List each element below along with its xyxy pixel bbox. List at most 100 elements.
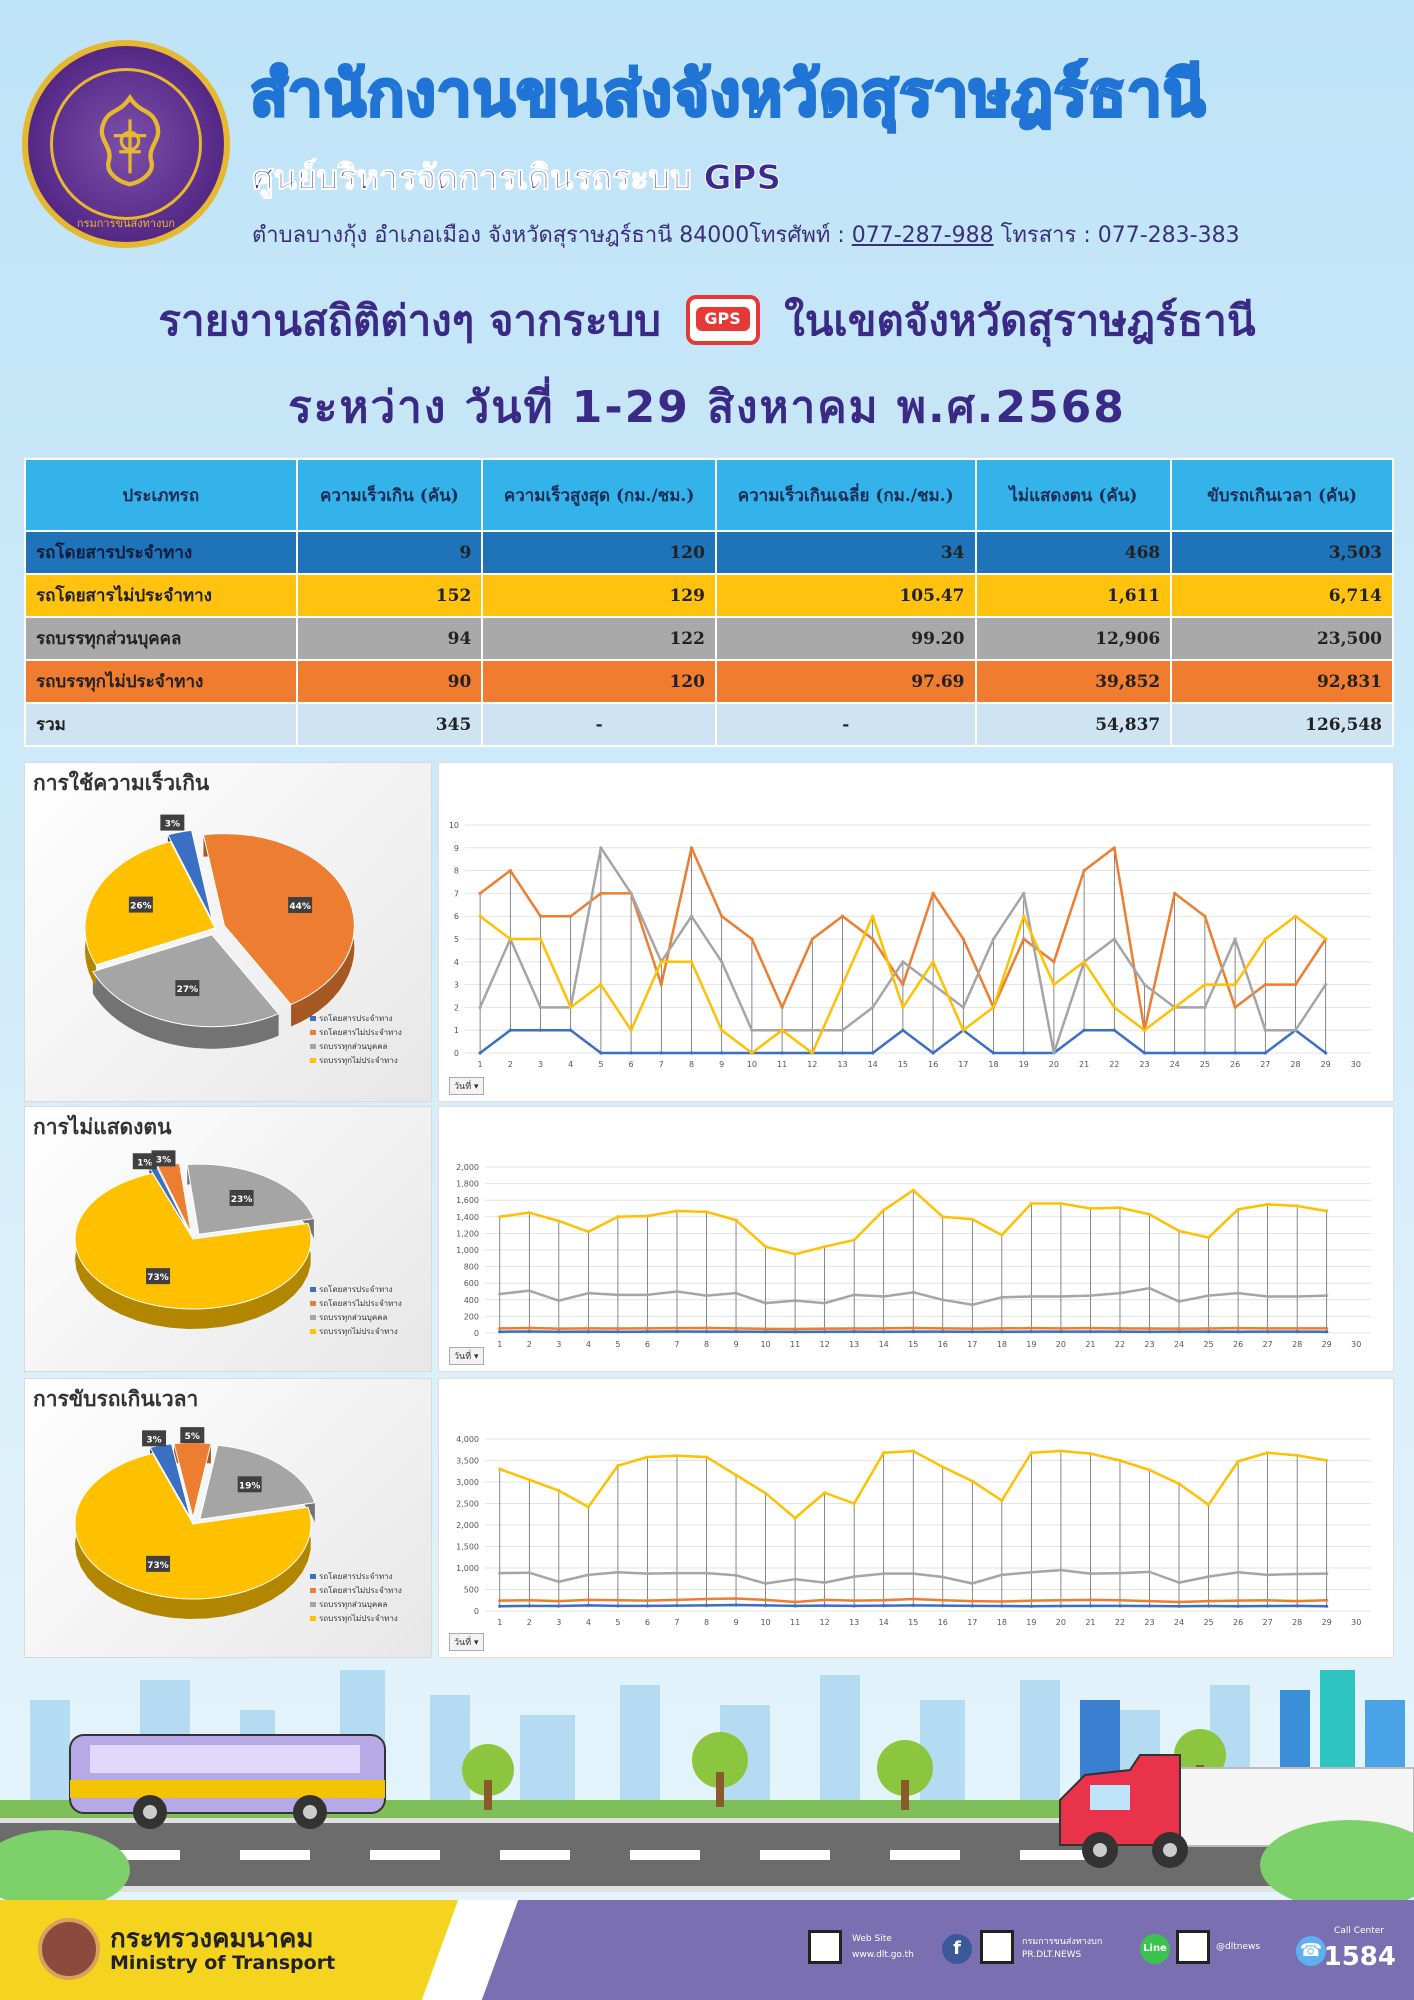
data-point [586,1291,590,1295]
data-point [1147,1604,1152,1608]
data-point [1112,937,1116,941]
phone-icon: ☎ [1296,1936,1326,1966]
data-point [659,1051,663,1055]
data-point [645,1455,650,1459]
data-point [1203,914,1207,918]
x-tick-label: 16 [938,1340,948,1349]
data-point [1059,1604,1063,1608]
data-point [941,1330,945,1334]
data-point [1236,1459,1240,1463]
pie-chart-unidentified: 1% 3% 23% 73% รถโดยสารประจำทางรถโดยสารไม่ประ… [74,1150,402,1336]
data-point [1177,1229,1181,1233]
y-tick-label: 1,800 [456,1180,479,1189]
bus-icon [69,1734,386,1829]
data-point [852,1293,856,1297]
data-point [1029,1326,1033,1330]
facebook-icon[interactable]: f [942,1934,972,1964]
data-point [1000,1330,1004,1334]
data-point [763,1327,768,1331]
header: กรมการขนส่งทางบก สำนักงานขนส่งจังหวัดสุร… [0,0,1414,250]
data-point [498,1599,502,1603]
x-tick-label: 17 [967,1340,977,1349]
data-point [1173,891,1177,895]
data-point [645,1214,650,1218]
y-tick-label: 2,000 [456,1163,479,1172]
x-tick-label: 9 [733,1340,738,1349]
data-point [1206,1575,1211,1579]
data-point [911,1329,915,1334]
data-point [498,1326,502,1331]
data-point [780,1051,784,1055]
table-cell: 94 [295,616,484,661]
data-point [675,1209,679,1213]
table-cell: 12,906 [974,616,1173,661]
pie-value-label: 26% [130,902,152,912]
y-tick-label: 1,000 [456,1246,479,1255]
data-point [793,1600,797,1604]
data-point [557,1219,561,1223]
x-tick-label: 12 [820,1340,830,1349]
legend-label: รถบรรทุกไม่ประจำทาง [319,1056,398,1065]
data-point [763,1245,768,1249]
legend-label: รถบรรทุกส่วนบุคคล [319,1042,388,1051]
data-point [961,937,965,941]
section-title: การใช้ความเร็วเกิน [33,771,210,795]
data-point [586,1330,590,1334]
day-filter-button[interactable]: วันที่ ▾ [449,1633,484,1651]
data-point [1295,1294,1299,1299]
data-point [763,1603,768,1608]
data-point [1295,1599,1299,1603]
line-icon[interactable]: Line [1140,1934,1170,1964]
pie-value-label: 19% [239,1481,261,1491]
x-tick-label: 14 [868,1060,878,1069]
data-point [840,983,845,987]
website-link[interactable]: www.dlt.go.th [852,1950,914,1960]
data-point [1233,937,1237,941]
pie-value-label: 73% [147,1273,169,1283]
data-point [1118,1458,1122,1463]
data-point [704,1603,709,1608]
day-filter-button[interactable]: วันที่ ▾ [449,1347,484,1365]
y-tick-label: 5 [454,935,459,944]
pie-label-box [237,1476,262,1493]
data-point [557,1489,561,1493]
data-point [1236,1291,1240,1295]
table-header: ขับรถเกินเวลา (คัน) [1170,458,1394,532]
x-tick-label: 13 [837,1060,847,1069]
data-point [1206,1330,1211,1334]
x-tick-label: 12 [820,1618,830,1627]
line-handle[interactable]: @dltnews [1216,1942,1261,1952]
table-cell: 3,503 [1170,530,1394,575]
data-point [810,1028,814,1032]
y-tick-label: 600 [464,1279,479,1288]
line-panel-overtime: 0 500 1,000 1,500 2,000 2,500 3,000 3,500 4,000 1… [438,1378,1394,1658]
data-point [871,914,875,918]
data-point [538,1028,543,1032]
data-point [586,1505,590,1509]
x-tick-label: 24 [1174,1618,1184,1627]
y-tick-label: 3 [454,981,459,990]
legend-swatch [310,1301,316,1306]
pie-panel-speeding: 3% 44% 27% 26% รถโดยสารประจำทาง รถโดยสารไม่ปร… [24,762,432,1102]
day-filter-button[interactable]: วันที่ ▾ [449,1077,484,1095]
x-tick-label: 20 [1056,1618,1066,1627]
x-tick-label: 8 [704,1340,709,1349]
data-point [675,1326,679,1330]
data-point [1118,1571,1122,1575]
data-point [1147,1326,1152,1331]
facebook-page[interactable]: กรมการขนส่งทางบก [1022,1937,1103,1947]
x-tick-label: 11 [790,1618,800,1627]
data-point [750,1051,754,1055]
data-point [478,914,482,918]
data-point [569,1028,573,1032]
call-center-number[interactable]: 1584 [1323,1942,1396,1972]
legend-swatch [310,1287,316,1292]
pie-value-label: 3% [156,1155,171,1165]
legend-label: รถบรรทุกส่วนบุคคล [319,1600,388,1609]
fax-text: โทรสาร : 077-283-383 [993,223,1240,248]
y-tick-label: 1 [454,1026,459,1035]
pie-label-box [288,897,313,914]
data-point [1325,1604,1329,1608]
phone-link[interactable]: 077-287-988 [851,223,994,248]
data-point [498,1571,502,1575]
